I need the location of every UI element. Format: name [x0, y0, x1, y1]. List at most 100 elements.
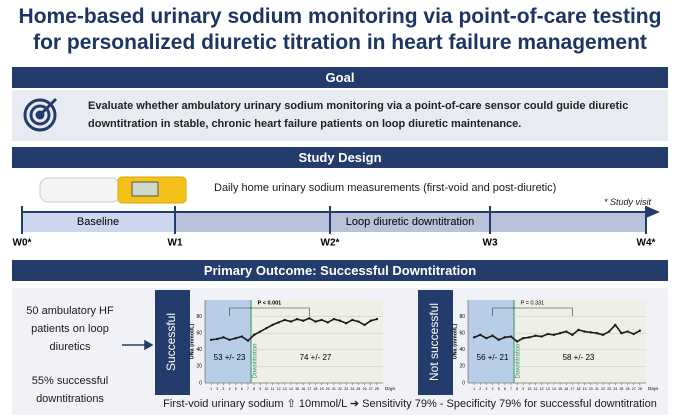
x-tick-label: 9: [259, 387, 261, 391]
data-point: [271, 323, 274, 327]
group-label-box: [155, 290, 190, 395]
x-tick-label: 10: [527, 387, 531, 391]
data-point: [546, 332, 549, 336]
visit-label: W4*: [637, 238, 656, 249]
x-tick-label: 27: [632, 387, 636, 391]
x-tick-label: 1: [210, 387, 212, 391]
target-icon: [23, 97, 58, 132]
y-tick-label: 80: [196, 314, 202, 320]
x-tick-label: 22: [601, 387, 605, 391]
y-axis-label: UNa (mmol/L): [189, 323, 195, 359]
p-bracket: [492, 307, 573, 316]
data-point: [351, 318, 354, 322]
x-tick-label: 28: [638, 387, 642, 391]
data-point: [289, 320, 293, 323]
data-point: [216, 337, 219, 341]
data-point: [534, 334, 537, 337]
y-tick-label: 0: [199, 380, 202, 386]
x-tick-label: 15: [558, 387, 562, 391]
data-point: [583, 330, 586, 333]
x-tick-label: 19: [320, 387, 324, 391]
arrow-icon: [122, 339, 154, 351]
data-point: [375, 317, 379, 321]
visit-label: W0*: [13, 238, 32, 249]
x-tick-label: 5: [498, 387, 500, 391]
x-tick-label: 26: [363, 387, 367, 391]
goal-box: [12, 90, 668, 141]
p-value: P < 0.001: [258, 300, 282, 306]
data-point: [320, 318, 323, 322]
data-point: [283, 318, 286, 322]
data-point: [246, 339, 250, 342]
visit-label: W3: [483, 238, 498, 249]
x-tick-label: 20: [589, 387, 593, 391]
goal-text: Evaluate whether ambulatory urinary sodi…: [88, 100, 629, 130]
data-point: [614, 323, 617, 327]
data-point: [565, 330, 568, 333]
data-point: [295, 317, 299, 321]
data-point: [601, 333, 605, 337]
data-point: [571, 333, 574, 337]
data-point: [595, 332, 599, 335]
data-point: [338, 319, 342, 322]
y-tick-label: 60: [196, 331, 202, 337]
data-point: [577, 328, 580, 332]
data-point: [252, 333, 256, 337]
x-tick-label: 5: [235, 387, 237, 391]
x-tick-label: 22: [338, 387, 342, 391]
baseline-shade: [205, 300, 252, 383]
device-image: [39, 176, 187, 204]
visit-label: W2*: [321, 238, 340, 249]
p-bracket: [229, 307, 310, 316]
y-tick-label: 40: [196, 347, 202, 353]
result-text: 55% successful downtitrations: [31, 375, 109, 405]
y-tick-label: 60: [459, 331, 465, 337]
x-tick-label: 17: [570, 387, 574, 391]
data-point: [620, 332, 623, 335]
x-tick-label: 21: [332, 387, 336, 391]
x-tick-label: 12: [540, 387, 544, 391]
x-tick-label: 13: [546, 387, 550, 391]
x-tick-label: 14: [289, 387, 293, 391]
data-point: [638, 329, 642, 332]
data-point: [326, 321, 329, 324]
data-point: [344, 322, 348, 325]
data-point: [308, 317, 311, 320]
x-tick-label: 7: [510, 387, 512, 391]
x-axis-label: Days: [385, 386, 396, 391]
x-tick-label: 20: [326, 387, 330, 391]
x-tick-label: 16: [564, 387, 568, 391]
x-tick-label: 7: [247, 387, 249, 391]
x-tick-label: 3: [222, 387, 224, 391]
annotation: 74 +/- 27: [300, 353, 332, 362]
x-tick-label: 18: [577, 387, 581, 391]
timeline-arrow: [646, 206, 660, 218]
data-point: [509, 335, 513, 338]
x-tick-label: 17: [307, 387, 311, 391]
data-point: [314, 320, 317, 323]
data-point: [515, 340, 519, 343]
y-tick-label: 80: [459, 314, 465, 320]
data-point: [277, 321, 280, 324]
data-point: [632, 332, 635, 336]
data-point: [528, 336, 531, 339]
x-tick-label: 25: [619, 387, 623, 391]
data-point: [552, 333, 556, 337]
x-tick-label: 6: [504, 387, 506, 391]
x-tick-label: 21: [595, 387, 599, 391]
data-point: [472, 336, 476, 339]
x-tick-label: 4: [229, 387, 231, 391]
data-point: [302, 319, 305, 322]
data-point: [209, 338, 213, 342]
x-tick-label: 18: [314, 387, 318, 391]
data-point: [503, 336, 507, 339]
y-tick-label: 0: [462, 380, 465, 386]
x-tick-label: 14: [552, 387, 556, 391]
data-point: [363, 323, 366, 327]
section-bar: Goal: [12, 67, 668, 88]
x-tick-label: 16: [301, 387, 305, 391]
group-label: Successful: [164, 313, 178, 371]
data-point: [497, 338, 500, 342]
x-tick-label: 26: [626, 387, 630, 391]
